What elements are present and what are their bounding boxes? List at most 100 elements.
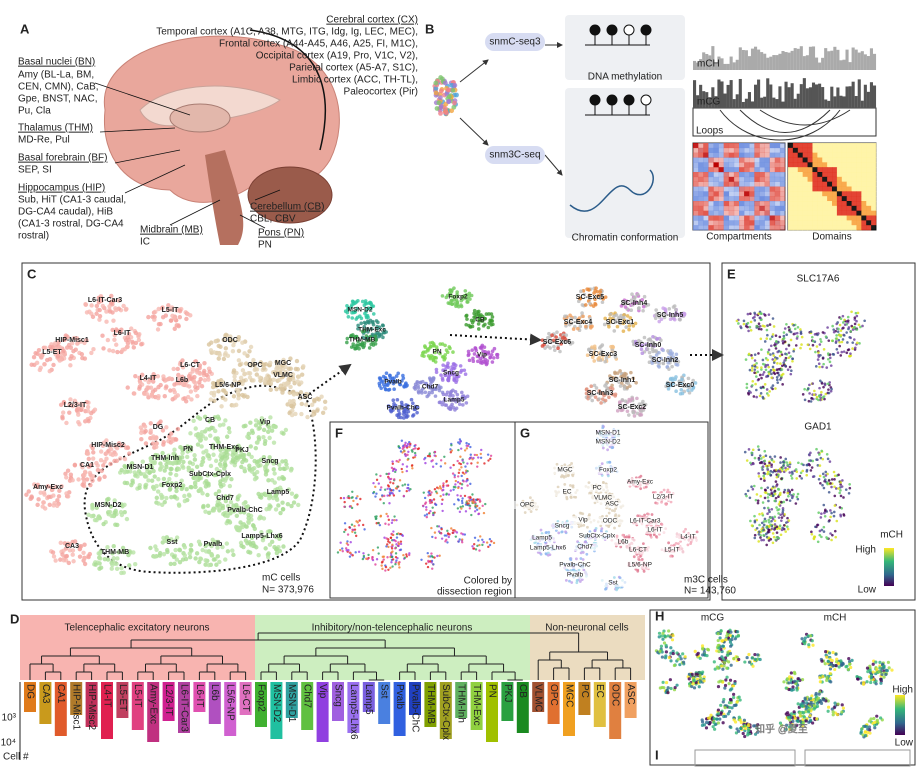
cell-dot — [770, 527, 774, 530]
cell-dot — [773, 515, 777, 519]
cell-dot — [487, 545, 490, 549]
cell-dot — [790, 488, 794, 492]
cell-dot — [822, 503, 826, 507]
cell-dot — [185, 311, 190, 317]
cell-dot — [185, 394, 191, 400]
cell-dot — [246, 520, 251, 526]
cell-dot — [476, 359, 480, 364]
cell-dot — [220, 447, 225, 452]
cell-dot — [810, 397, 813, 400]
cell-dot — [762, 520, 766, 523]
cell-dot — [148, 385, 154, 390]
cell-dot — [551, 338, 556, 343]
cell-dot — [153, 387, 158, 392]
cell-dot — [362, 554, 366, 558]
cell-dot — [489, 312, 494, 316]
cell-dot — [486, 325, 491, 330]
cell-dot — [322, 399, 328, 404]
cell-dot — [460, 487, 463, 490]
cell-dot — [425, 513, 429, 516]
cell-dot — [121, 549, 127, 555]
cell-dot — [789, 474, 793, 477]
cell-dot — [400, 404, 404, 409]
cell-dot — [823, 478, 827, 482]
cell-dot — [752, 484, 756, 488]
cell-dot — [355, 306, 360, 311]
cell-dot — [759, 392, 763, 395]
cell-dot — [289, 491, 295, 496]
cell-dot — [434, 490, 438, 493]
cell-dot — [382, 385, 387, 389]
cell-dot — [47, 368, 52, 374]
cell-dot — [434, 106, 440, 111]
cell-dot — [264, 492, 269, 498]
cell-dot — [786, 491, 790, 495]
cell-dot — [217, 559, 222, 565]
cell-dot — [242, 351, 247, 356]
cell-dot — [473, 346, 478, 351]
cell-dot — [177, 315, 183, 320]
cell-dot — [127, 451, 132, 456]
cell-dot — [833, 474, 837, 478]
cell-dot — [201, 456, 206, 461]
cell-dot — [539, 528, 543, 532]
cell-dot — [749, 329, 753, 332]
cell-dot — [834, 340, 838, 343]
cell-dot — [231, 394, 237, 399]
cell-dot — [476, 465, 479, 468]
cell-dot — [82, 356, 88, 361]
cell-dot — [746, 325, 749, 329]
cell-dot — [776, 371, 779, 375]
cell-dot — [477, 456, 480, 459]
cell-dot — [266, 551, 271, 556]
cell-dot — [60, 552, 65, 557]
cell-dot — [829, 509, 832, 512]
cell-dot — [127, 563, 132, 568]
cell-dot — [384, 569, 387, 572]
cell-dot — [552, 344, 556, 349]
cell-dot — [161, 476, 167, 482]
cell-dot — [454, 380, 458, 385]
cell-dot — [421, 351, 425, 355]
cell-dot — [439, 459, 443, 462]
cell-dot — [143, 441, 149, 446]
cell-dot — [143, 485, 148, 490]
cell-dot — [162, 394, 167, 399]
cell-dot — [565, 497, 569, 501]
cell-dot — [202, 414, 208, 420]
cell-dot — [776, 473, 780, 477]
cell-dot — [811, 475, 815, 479]
cell-dot — [780, 353, 784, 356]
cell-dot — [805, 468, 809, 472]
cell-dot — [129, 461, 135, 466]
cell-dot — [619, 304, 624, 308]
cell-dot — [118, 329, 123, 335]
cell-dot — [664, 654, 668, 658]
cell-dot — [110, 327, 115, 333]
cell-dot — [223, 462, 228, 468]
cell-dot — [267, 506, 272, 512]
cell-dot — [382, 555, 386, 558]
cell-dot — [148, 428, 153, 433]
cell-dot — [759, 494, 763, 498]
cell-dot — [601, 481, 605, 484]
cell-dot — [392, 538, 395, 542]
cell-dot — [780, 368, 784, 371]
cell-dot — [601, 446, 605, 450]
cell-dot — [737, 322, 740, 325]
cell-dot — [259, 416, 265, 421]
cell-dot — [608, 376, 612, 381]
cell-dot — [761, 373, 765, 376]
cell-dot — [571, 327, 576, 331]
cell-dot — [114, 327, 119, 332]
cell-dot — [50, 550, 56, 555]
cell-dot — [468, 504, 472, 508]
cell-dot — [654, 313, 658, 317]
cell-dot — [241, 501, 247, 506]
cell-dot — [41, 500, 46, 505]
cell-dot — [788, 365, 792, 369]
cell-dot — [776, 508, 779, 512]
cell-dot — [388, 492, 392, 496]
cell-dot — [401, 484, 404, 487]
cell-dot — [622, 315, 626, 320]
